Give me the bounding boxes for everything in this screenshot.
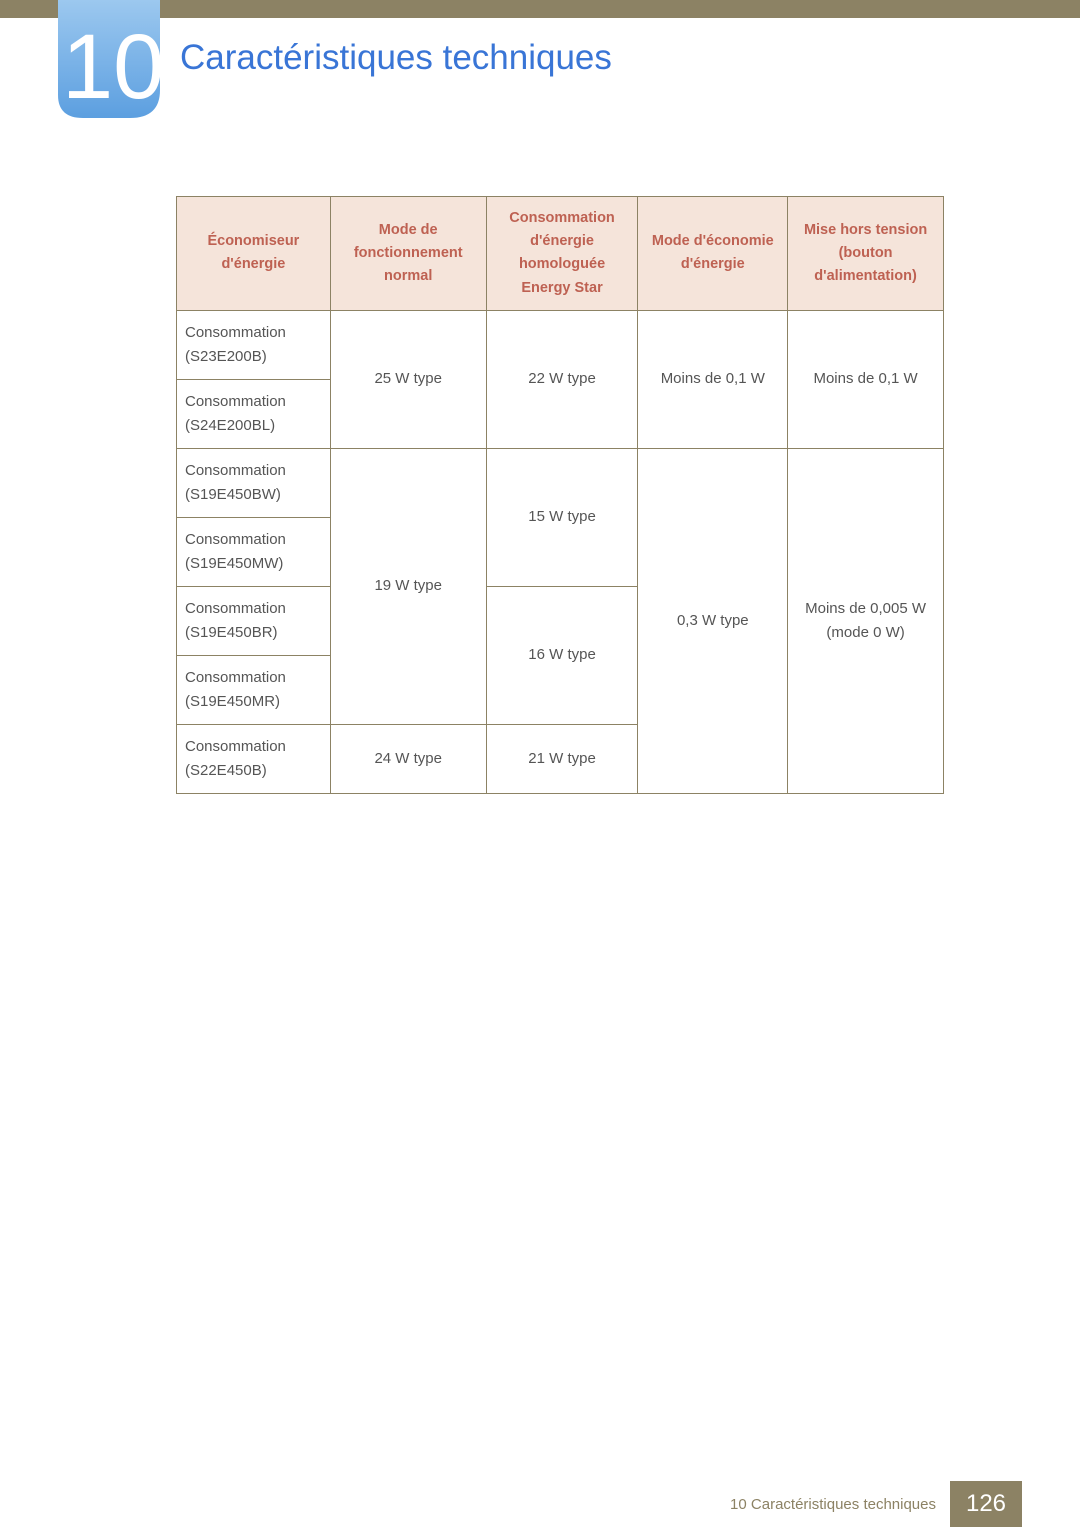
- cell-label: Consommation (S23E200B): [177, 310, 331, 379]
- header-col3: Consommation d'énergie homologuée Energy…: [486, 197, 638, 311]
- cell-value: 21 W type: [486, 724, 638, 793]
- chapter-number: 10: [62, 16, 160, 118]
- header-col2: Mode de fonctionnement normal: [330, 197, 486, 311]
- page-number: 126: [950, 1481, 1022, 1527]
- footer-text: 10 Caractéristiques techniques: [730, 1496, 936, 1513]
- cell-label: Consommation (S24E200BL): [177, 379, 331, 448]
- cell-value: 25 W type: [330, 310, 486, 448]
- cell-value: Moins de 0,005 W (mode 0 W): [788, 448, 944, 793]
- cell-value: Moins de 0,1 W: [638, 310, 788, 448]
- chapter-badge: 10 10: [58, 0, 160, 120]
- footer: 10 Caractéristiques techniques 126: [0, 1481, 1080, 1527]
- spec-table: Économiseur d'énergie Mode de fonctionne…: [176, 196, 944, 794]
- header-col1: Économiseur d'énergie: [177, 197, 331, 311]
- top-bar: [0, 0, 1080, 18]
- cell-label: Consommation (S19E450BW): [177, 448, 331, 517]
- cell-value: 15 W type: [486, 448, 638, 586]
- table-row: Consommation (S19E450BW) 19 W type 15 W …: [177, 448, 944, 517]
- header-col4: Mode d'économie d'énergie: [638, 197, 788, 311]
- page-title: Caractéristiques techniques: [180, 38, 612, 78]
- cell-value: 24 W type: [330, 724, 486, 793]
- cell-value: 0,3 W type: [638, 448, 788, 793]
- cell-label: Consommation (S22E450B): [177, 724, 331, 793]
- header-col5: Mise hors tension (bouton d'alimentation…: [788, 197, 944, 311]
- table-row: Consommation (S23E200B) 25 W type 22 W t…: [177, 310, 944, 379]
- cell-value: 22 W type: [486, 310, 638, 448]
- cell-value: 19 W type: [330, 448, 486, 724]
- cell-value: Moins de 0,1 W: [788, 310, 944, 448]
- cell-label: Consommation (S19E450BR): [177, 586, 331, 655]
- cell-value: 16 W type: [486, 586, 638, 724]
- cell-label: Consommation (S19E450MR): [177, 655, 331, 724]
- cell-label: Consommation (S19E450MW): [177, 517, 331, 586]
- table-header-row: Économiseur d'énergie Mode de fonctionne…: [177, 197, 944, 311]
